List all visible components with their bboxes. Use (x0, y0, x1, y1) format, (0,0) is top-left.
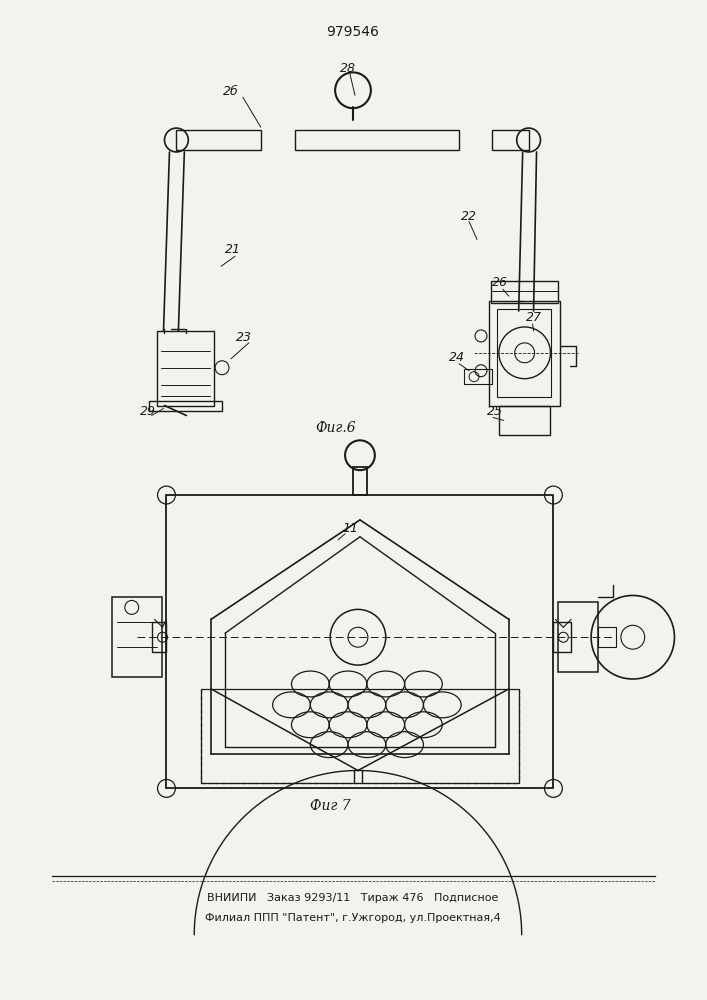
Text: 11: 11 (342, 522, 358, 535)
Bar (177, 130, 261, 150)
Bar (148, 401, 222, 410)
Bar (598, 627, 616, 647)
Text: 2б: 2б (223, 85, 239, 98)
Bar (559, 602, 598, 672)
Text: 26: 26 (492, 276, 508, 289)
Text: Филиал ППП "Патент", г.Ужгород, ул.Проектная,4: Филиал ППП "Патент", г.Ужгород, ул.Проек… (205, 913, 501, 923)
Text: 29: 29 (140, 405, 156, 418)
Bar (492, 130, 529, 150)
Text: 27: 27 (525, 311, 542, 324)
Text: Фиг.6: Фиг.6 (315, 421, 356, 435)
Text: 25: 25 (487, 405, 503, 418)
Bar (499, 406, 551, 435)
Text: 28: 28 (340, 62, 356, 75)
Text: 24: 24 (449, 351, 465, 364)
Bar (353, 467, 367, 495)
Bar (491, 281, 559, 303)
Bar (489, 301, 561, 406)
Bar (166, 495, 554, 788)
Bar (156, 331, 214, 406)
Text: Фиг 7: Фиг 7 (310, 799, 351, 813)
Bar (201, 689, 519, 783)
Bar (497, 309, 551, 397)
Bar (296, 130, 459, 150)
Bar (112, 597, 161, 677)
Text: ВНИИПИ   Заказ 9293/11   Тираж 476   Подписное: ВНИИПИ Заказ 9293/11 Тираж 476 Подписное (207, 893, 498, 903)
Text: 21: 21 (225, 243, 241, 256)
Bar (151, 622, 166, 652)
Bar (464, 369, 492, 384)
Text: 979546: 979546 (327, 25, 380, 39)
Bar (554, 622, 571, 652)
Text: 23: 23 (236, 331, 252, 344)
Text: 22: 22 (461, 210, 477, 223)
